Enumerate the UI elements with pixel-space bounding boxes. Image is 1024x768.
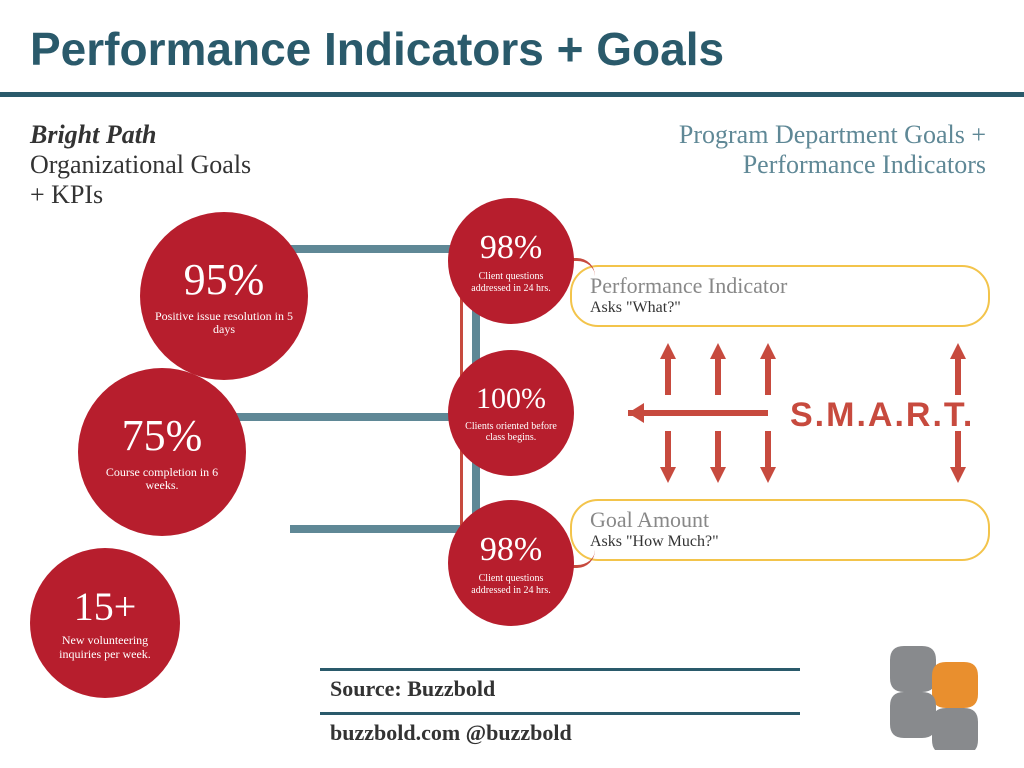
footer-rule-1 xyxy=(320,668,800,671)
footer-rule-2 xyxy=(320,712,800,715)
page-title: Performance Indicators + Goals xyxy=(30,22,724,76)
dept-100-caption: Clients oriented before class begins. xyxy=(448,421,574,444)
kpi-15-value: 15+ xyxy=(74,584,137,630)
kpi-circle-95: 95% Positive issue resolution in 5 days xyxy=(140,212,308,380)
buzzbold-logo-icon xyxy=(870,640,1000,750)
dept-98a-caption: Client questions addressed in 24 hrs. xyxy=(448,271,574,294)
kpi-15-caption: New volunteering inquiries per week. xyxy=(30,634,180,662)
dept-circle-98a: 98% Client questions addressed in 24 hrs… xyxy=(448,198,574,324)
kpi-75-caption: Course completion in 6 weeks. xyxy=(78,466,246,494)
left-subhead: Bright Path Organizational Goals + KPIs xyxy=(30,120,251,210)
left-subhead-line3: + KPIs xyxy=(30,180,251,210)
kpi-75-value: 75% xyxy=(122,411,203,462)
dept-100-value: 100% xyxy=(476,382,546,417)
dept-98b-caption: Client questions addressed in 24 hrs. xyxy=(448,573,574,596)
pill-pi-sub: Asks "What?" xyxy=(590,299,970,317)
pill-performance-indicator: Performance Indicator Asks "What?" xyxy=(570,265,990,327)
kpi-95-value: 95% xyxy=(184,255,265,306)
dept-98a-value: 98% xyxy=(480,228,542,267)
smart-text: S.M.A.R.T. xyxy=(790,396,974,435)
pill-ga-title: Goal Amount xyxy=(590,507,970,533)
title-rule xyxy=(0,92,1024,97)
pill-goal-amount: Goal Amount Asks "How Much?" xyxy=(570,499,990,561)
pill-pi-title: Performance Indicator xyxy=(590,273,970,299)
dept-98b-value: 98% xyxy=(480,530,542,569)
left-subhead-line2: Organizational Goals xyxy=(30,150,251,180)
footer-source: Source: Buzzbold xyxy=(330,676,495,702)
kpi-circle-75: 75% Course completion in 6 weeks. xyxy=(78,368,246,536)
dept-circle-100: 100% Clients oriented before class begin… xyxy=(448,350,574,476)
kpi-95-caption: Positive issue resolution in 5 days xyxy=(140,310,308,338)
footer-site: buzzbold.com @buzzbold xyxy=(330,720,572,746)
kpi-circle-15: 15+ New volunteering inquiries per week. xyxy=(30,548,180,698)
dept-circle-98b: 98% Client questions addressed in 24 hrs… xyxy=(448,500,574,626)
right-subhead-line1: Program Department Goals + xyxy=(679,120,986,150)
right-subhead: Program Department Goals + Performance I… xyxy=(679,120,986,180)
left-subhead-line1: Bright Path xyxy=(30,120,251,150)
pill-ga-sub: Asks "How Much?" xyxy=(590,533,970,551)
right-subhead-line2: Performance Indicators xyxy=(679,150,986,180)
